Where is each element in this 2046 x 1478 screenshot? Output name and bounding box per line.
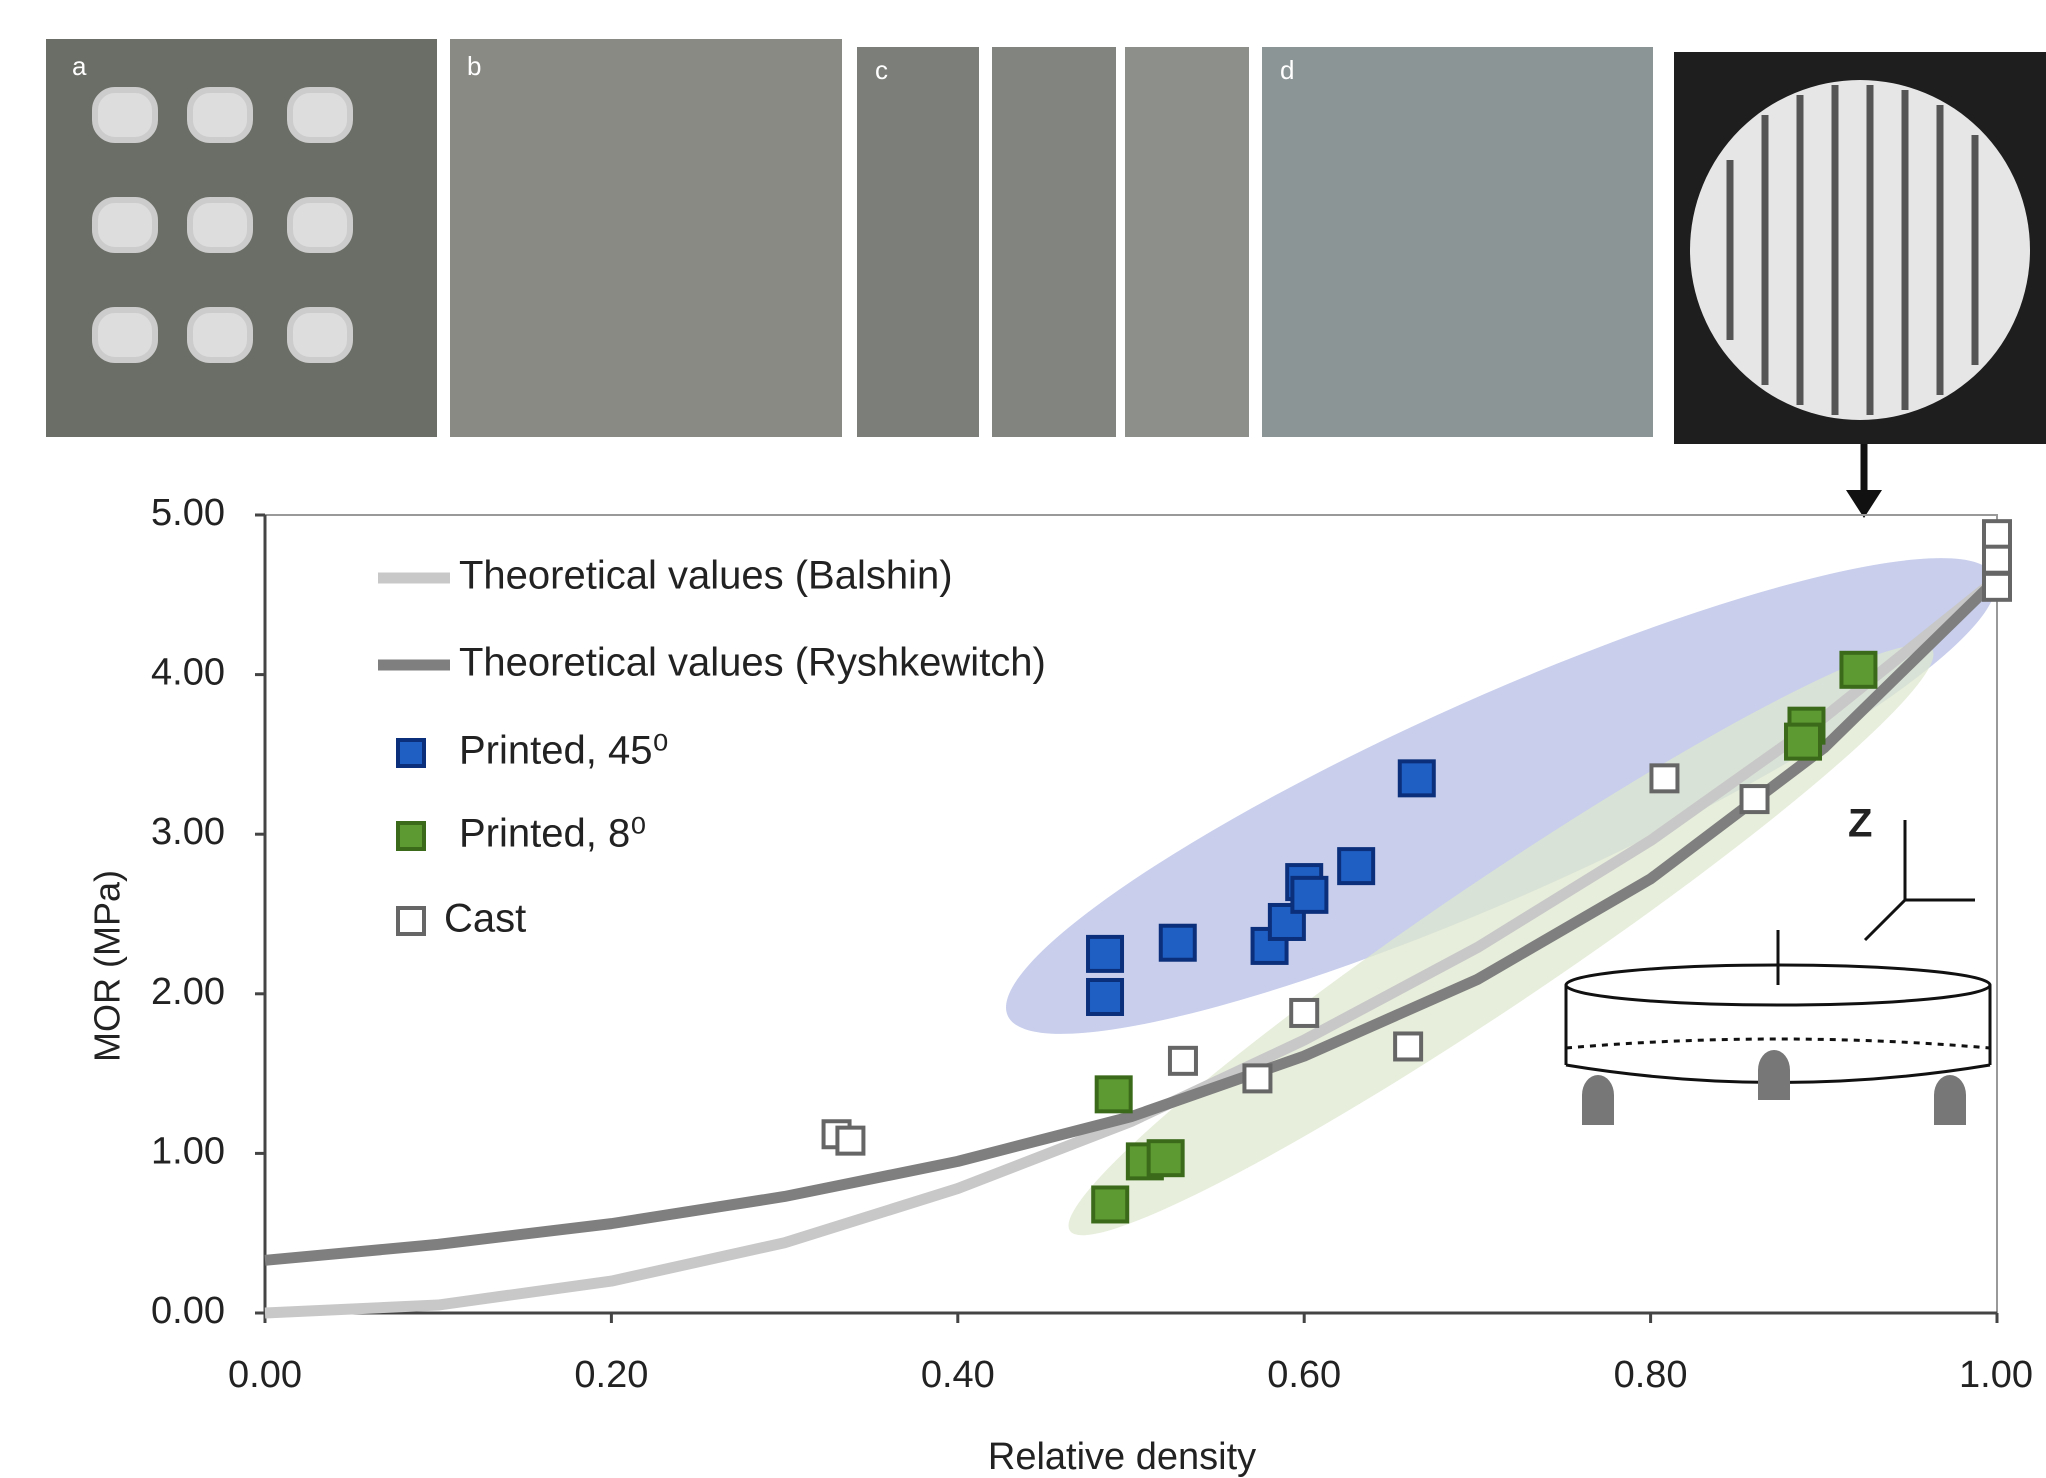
x-tick-label: 1.00 <box>1959 1354 2033 1396</box>
legend-marker <box>396 821 426 851</box>
data-point <box>1982 544 2012 575</box>
x-tick-label: 0.80 <box>1614 1354 1688 1396</box>
y-tick-label: 1.00 <box>151 1130 225 1172</box>
data-point <box>1086 934 1125 973</box>
legend-marker <box>396 906 426 936</box>
legend-label: Theoretical values (Ryshkewitch) <box>459 641 1046 685</box>
x-tick-label: 0.60 <box>1267 1354 1341 1396</box>
data-point <box>1094 1075 1133 1114</box>
data-point <box>1091 1185 1130 1224</box>
bending-diagram <box>1564 820 1992 1084</box>
panel-label: b <box>467 51 481 81</box>
y-axis-label: MOR (MPa) <box>87 870 128 1062</box>
photo-c1 <box>857 47 979 437</box>
photo-b <box>450 39 842 437</box>
data-point <box>1739 784 1770 815</box>
data-point <box>1290 875 1329 914</box>
legend-label: Printed, 45⁰ <box>459 729 669 773</box>
data-point <box>1982 571 2012 602</box>
photo-a-holes <box>92 87 353 363</box>
legend-label: Theoretical values (Balshin) <box>459 554 953 598</box>
data-point <box>1167 1045 1198 1076</box>
panel-label: c <box>875 55 888 85</box>
data-point <box>1146 1139 1185 1178</box>
y-tick-label: 2.00 <box>151 971 225 1013</box>
legend-label: Printed, 8⁰ <box>459 812 646 856</box>
data-point <box>1784 722 1823 761</box>
x-axis-label: Relative density <box>988 1436 1256 1478</box>
axis-z-label: Z <box>1848 802 1872 846</box>
x-tick-label: 0.20 <box>574 1354 648 1396</box>
data-point <box>1649 763 1680 794</box>
data-point <box>1982 519 2012 550</box>
data-point <box>1242 1063 1273 1094</box>
supports <box>1582 1050 1966 1125</box>
photo-c3 <box>1125 47 1249 437</box>
y-tick-label: 0.00 <box>151 1290 225 1332</box>
x-tick-label: 0.00 <box>228 1354 302 1396</box>
data-point <box>1158 923 1197 962</box>
y-tick-label: 4.00 <box>151 652 225 694</box>
data-point <box>1086 977 1125 1016</box>
photo-c2 <box>992 47 1116 437</box>
data-point <box>835 1125 866 1156</box>
data-point <box>1397 759 1436 798</box>
data-point <box>1289 997 1320 1028</box>
photo-d <box>1262 47 1653 437</box>
panel-label: d <box>1280 55 1294 85</box>
data-point <box>1393 1031 1424 1062</box>
theory-curve <box>264 574 2001 1266</box>
legend-marker <box>396 738 426 768</box>
data-point <box>1839 650 1878 689</box>
x-tick-label: 0.40 <box>921 1354 995 1396</box>
photo-e-disc <box>1690 80 2030 420</box>
photos <box>46 39 2046 444</box>
arrow-head <box>1846 490 1882 518</box>
panel-label: a <box>72 51 87 81</box>
legend-label: Cast <box>444 897 526 941</box>
region-45 <box>1006 558 1996 1034</box>
photo-e-stripes <box>1726 85 1979 415</box>
y-tick-label: 3.00 <box>151 811 225 853</box>
y-tick-label: 5.00 <box>151 492 225 534</box>
data-point <box>1337 847 1376 886</box>
